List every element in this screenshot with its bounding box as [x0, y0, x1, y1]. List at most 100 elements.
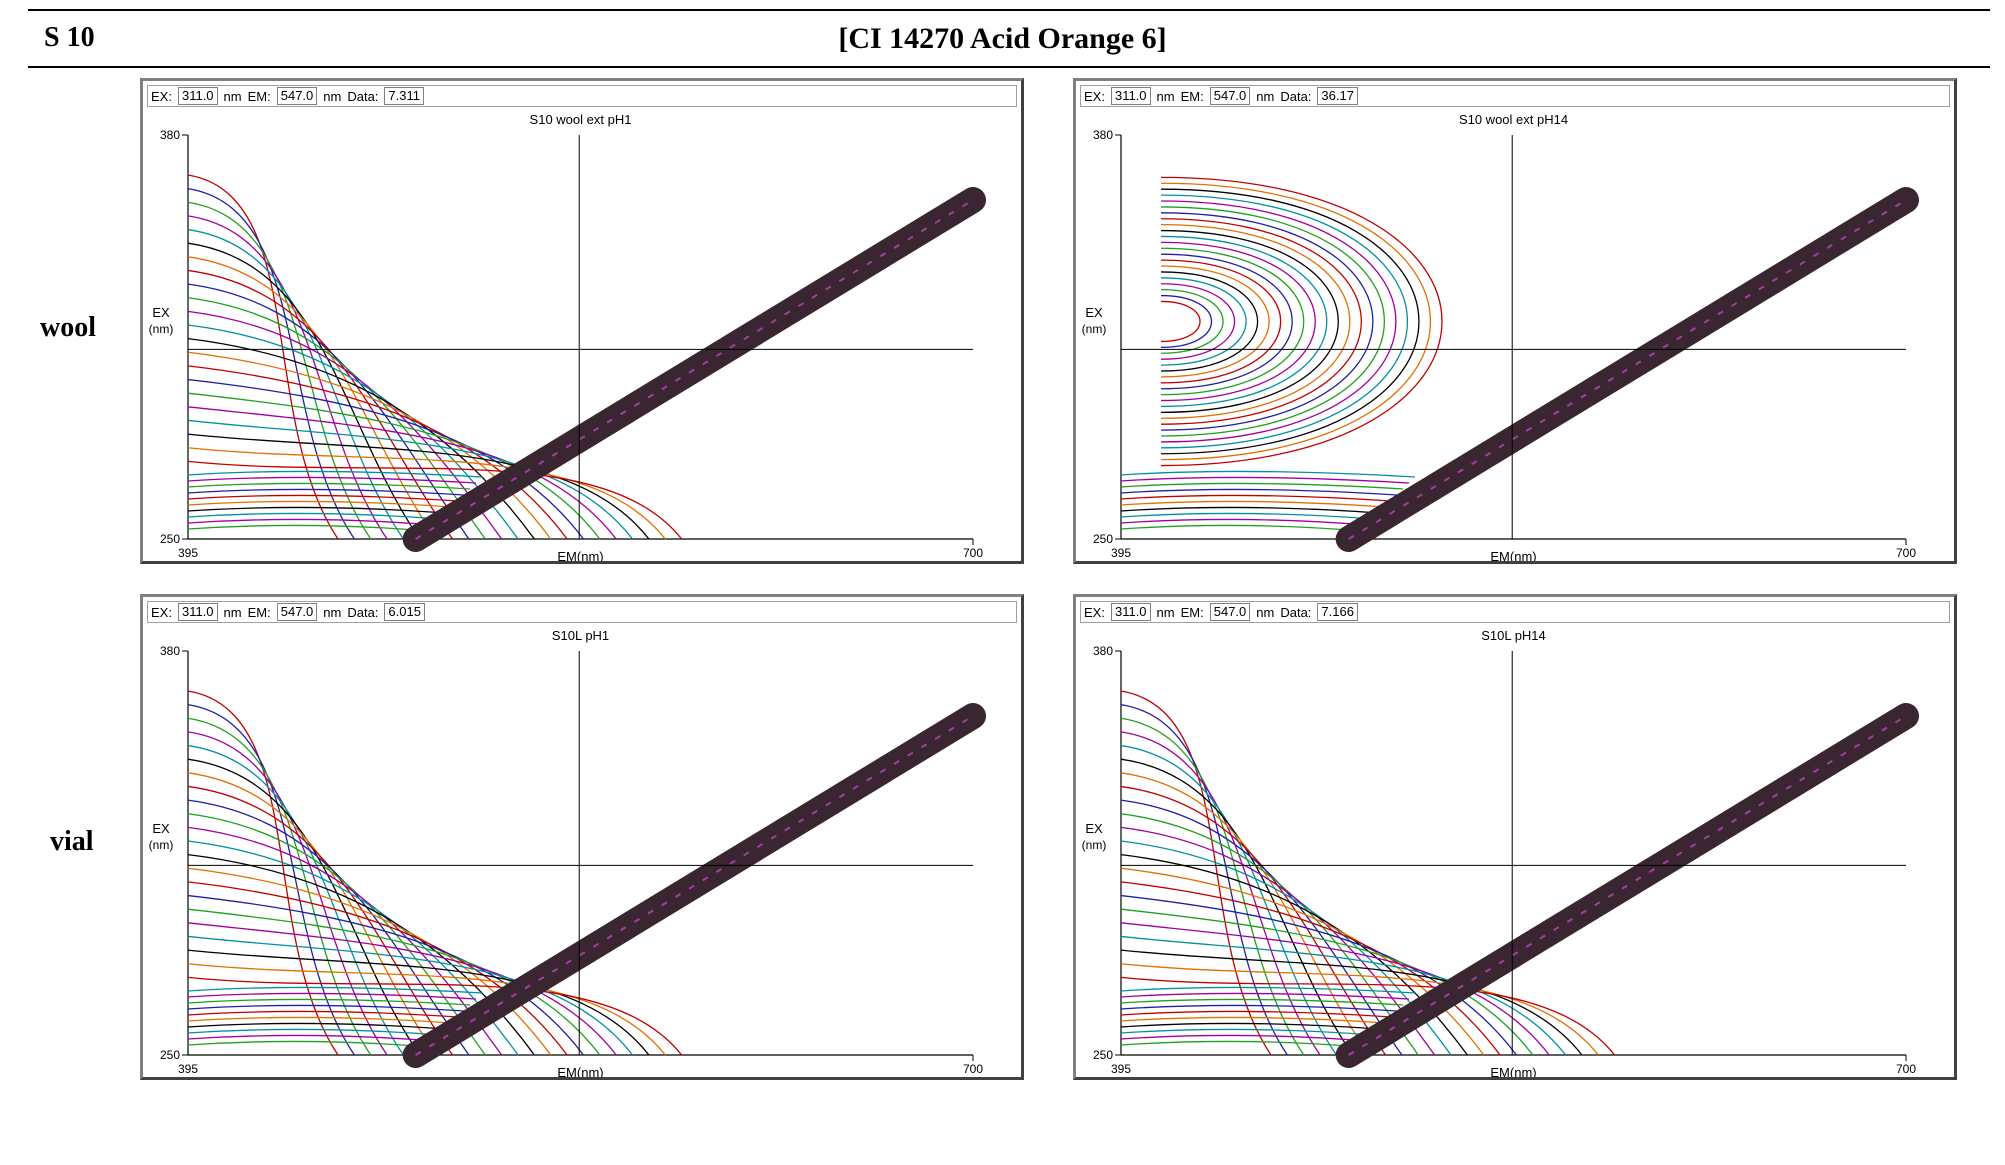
contour-line — [187, 758, 421, 1056]
contour-line — [1160, 235, 1328, 408]
scatter-band — [402, 703, 986, 1068]
contour-line — [187, 867, 552, 1056]
x-tick-label: 395 — [1111, 1062, 1131, 1076]
contour-line — [1120, 488, 1398, 496]
em-label: EM: — [247, 604, 271, 620]
contour-line — [1120, 1004, 1398, 1012]
contour-line — [187, 419, 634, 540]
readout-bar: EX: 311.0 nm EM: 547.0 nm Data: 6.015 — [147, 601, 1017, 623]
y-axis-label-unit: (nm) — [149, 838, 174, 852]
contour-line — [1120, 717, 1305, 1056]
contour-line — [1160, 218, 1362, 425]
em-value: 547.0 — [1209, 87, 1251, 105]
contour-line — [1120, 524, 1362, 532]
contour-line — [1120, 703, 1288, 1056]
contour-line — [187, 518, 435, 526]
contour-line — [1120, 1034, 1368, 1042]
contour-line — [187, 935, 634, 1056]
contour-line — [1120, 518, 1368, 526]
contour-line — [187, 986, 483, 994]
ex-value: 311.0 — [177, 603, 218, 621]
contour-line — [1120, 506, 1380, 514]
row-label-wool: wool — [40, 312, 96, 343]
contour-line — [1160, 182, 1432, 461]
y-tick-label: 380 — [1093, 128, 1113, 142]
contour-line — [1160, 253, 1293, 390]
contour-line — [1120, 1010, 1392, 1018]
header-rule — [28, 66, 1990, 68]
contour-line — [1160, 176, 1443, 467]
x-axis-label: EM(nm) — [1490, 1065, 1536, 1077]
readout-bar: EX: 311.0 nm EM: 547.0 nm Data: 7.166 — [1080, 601, 1950, 623]
contour-line — [1160, 259, 1282, 384]
contour-line — [1120, 744, 1337, 1056]
data-label: Data: — [347, 604, 379, 620]
contour-line — [1160, 206, 1385, 437]
contour-line — [1120, 992, 1410, 1000]
contour-line — [1160, 247, 1305, 396]
contour-line — [187, 470, 483, 478]
contour-line — [1120, 908, 1534, 1056]
scatter-band — [1335, 187, 1919, 552]
contour-line — [1160, 188, 1420, 455]
contour-line — [1120, 976, 1616, 1056]
em-value: 547.0 — [1209, 603, 1251, 621]
contour-line — [1120, 894, 1517, 1056]
em-unit: nm — [1256, 604, 1275, 620]
contour-line — [1120, 470, 1416, 478]
contour-lines — [187, 174, 683, 540]
x-axis-label: EM(nm) — [557, 1065, 603, 1077]
contour-line — [1120, 494, 1392, 502]
data-label: Data: — [1280, 604, 1312, 620]
y-axis-label-unit: (nm) — [1082, 838, 1107, 852]
data-value: 7.166 — [1317, 603, 1358, 621]
data-label: Data: — [347, 88, 379, 104]
data-value: 6.015 — [384, 603, 425, 621]
eem-panel-vial-ph14: EX: 311.0 nm EM: 547.0 nm Data: 7.166 S1… — [1073, 594, 1957, 1080]
contour-line — [187, 512, 441, 520]
contour-line — [1120, 1040, 1362, 1048]
contour-line — [187, 1028, 441, 1036]
contour-line — [187, 690, 339, 1056]
contour-line — [187, 1022, 447, 1030]
contour-line — [187, 488, 465, 496]
y-axis-label: EX — [1085, 821, 1103, 836]
ex-value: 311.0 — [177, 87, 218, 105]
ex-unit: nm — [223, 604, 242, 620]
contour-line — [187, 908, 601, 1056]
y-tick-label: 250 — [1093, 532, 1113, 546]
contour-line — [187, 365, 568, 540]
contour-line — [187, 1040, 429, 1048]
contour-line — [1160, 241, 1316, 402]
contour-line — [1120, 690, 1272, 1056]
scatter-band — [402, 187, 986, 552]
contour-line — [187, 717, 372, 1056]
contour-line — [187, 703, 355, 1056]
contour-line — [187, 1004, 465, 1012]
plot-title: S10L pH1 — [552, 628, 609, 643]
y-axis-label-unit: (nm) — [1082, 322, 1107, 336]
em-label: EM: — [1180, 604, 1204, 620]
contour-line — [187, 482, 471, 490]
contour-lines — [1120, 176, 1443, 532]
contour-line — [187, 447, 666, 540]
contour-line — [1120, 935, 1567, 1056]
contour-line — [1160, 271, 1258, 372]
contour-line — [1160, 200, 1397, 443]
contour-line — [1120, 998, 1404, 1006]
em-unit: nm — [323, 88, 342, 104]
x-tick-label: 395 — [1111, 546, 1131, 560]
x-tick-label: 700 — [1896, 1062, 1916, 1076]
em-value: 547.0 — [276, 87, 318, 105]
top-rule — [28, 9, 1990, 11]
y-axis-label: EX — [1085, 305, 1103, 320]
contour-line — [1120, 1016, 1386, 1024]
contour-line — [187, 524, 429, 532]
y-tick-label: 380 — [1093, 644, 1113, 658]
contour-line — [1160, 223, 1351, 419]
contour-line — [1120, 881, 1501, 1056]
